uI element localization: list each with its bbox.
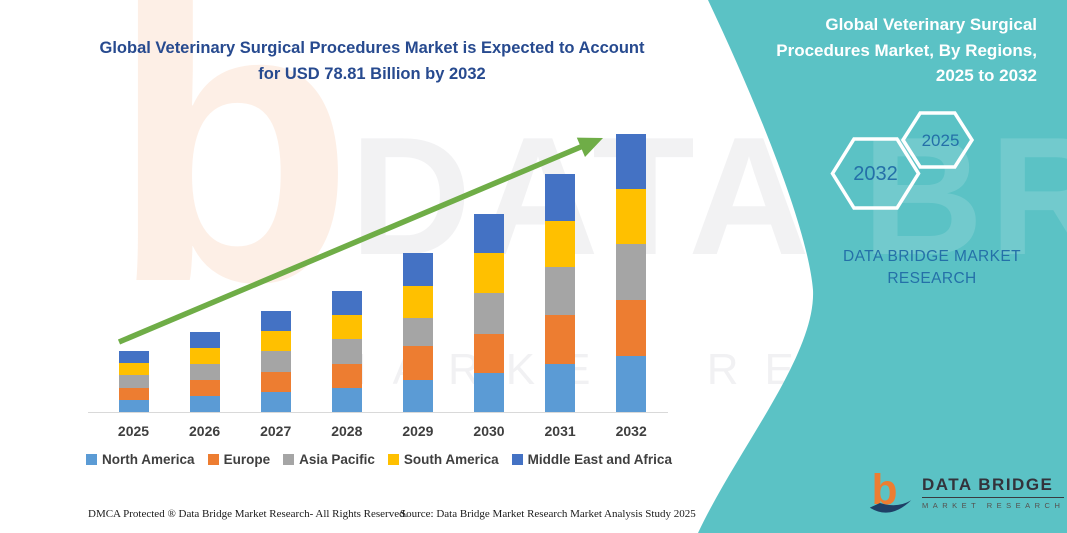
bar-segment-2027-europe (260, 371, 291, 392)
stacked-bar-2025 (118, 350, 149, 412)
legend-swatch (511, 454, 523, 465)
legend-item-europe: Europe (207, 452, 271, 467)
stacked-bar-2026 (189, 332, 220, 412)
bar-segment-2032-middle-east-and-africa (616, 134, 647, 189)
bar-segment-2030-asia-pacific (474, 293, 504, 335)
bar-segment-2029-middle-east-and-africa (402, 252, 433, 287)
x-axis-label-2030: 2030 (473, 423, 505, 439)
bar-segment-2032-asia-pacific (616, 243, 647, 300)
stacked-bar-2032 (616, 134, 647, 412)
bar-segment-2027-north-america (260, 391, 291, 412)
bar-segment-2032-south-america (616, 188, 647, 244)
legend-label: Middle East and Africa (527, 452, 672, 467)
hexagon-2025-icon (900, 111, 975, 169)
stacked-bar-2027 (260, 310, 291, 412)
legend-label: North America (102, 452, 195, 467)
logo-text: DATA BRIDGE MARKET RESEARCH (922, 475, 1065, 510)
x-axis-line (88, 412, 668, 413)
legend-label: Asia Pacific (299, 452, 375, 467)
bar-segment-2030-europe (474, 334, 504, 374)
bar-segment-2025-middle-east-and-africa (118, 350, 149, 364)
bar-segment-2027-south-america (260, 331, 291, 352)
bar-segment-2030-south-america (474, 253, 504, 294)
bar-segment-2027-middle-east-and-africa (260, 310, 291, 332)
chart-legend: North America Europe Asia Pacific South Ame… (86, 452, 672, 467)
bar-segment-2028-south-america (331, 315, 362, 340)
bar-segment-2026-europe (189, 380, 220, 397)
x-axis-label-2031: 2031 (544, 423, 576, 439)
bar-segment-2025-europe (118, 387, 149, 400)
stacked-bar-2028 (331, 290, 362, 412)
bar-segment-2029-south-america (402, 286, 433, 318)
bar-segment-2026-middle-east-and-africa (189, 332, 220, 349)
bar-segment-2026-south-america (189, 348, 220, 365)
bar-segment-2027-asia-pacific (260, 351, 291, 372)
bar-segment-2030-north-america (474, 373, 504, 412)
x-axis-label-2027: 2027 (260, 423, 292, 439)
bar-segment-2029-europe (402, 345, 433, 381)
panel-brand-text: DATA BRIDGE MARKET RESEARCH (842, 248, 1021, 288)
bar-segment-2026-north-america (189, 396, 220, 412)
bar-segment-2025-asia-pacific (118, 375, 149, 388)
bar-segment-2028-asia-pacific (331, 339, 362, 364)
bar-segment-2025-south-america (118, 363, 149, 376)
x-axis-label-2025: 2025 (117, 423, 150, 439)
hexagon-2032-label: 2032 (853, 163, 898, 185)
teal-shape-path (698, 0, 1067, 533)
bar-segment-2032-north-america (616, 355, 647, 412)
footer-source-text: Source: Data Bridge Market Research Mark… (400, 508, 696, 520)
data-bridge-logo: b DATA BRIDGE MARKET RESEARCH (868, 466, 1065, 518)
legend-swatch (387, 454, 399, 465)
bar-segment-2031-middle-east-and-africa (545, 173, 576, 222)
legend-swatch (207, 454, 219, 465)
x-axis-label-2026: 2026 (189, 423, 221, 439)
legend-label: Europe (223, 452, 271, 467)
bar-segment-2026-asia-pacific (189, 364, 220, 381)
bar-segment-2028-middle-east-and-africa (331, 290, 362, 316)
bar-segment-2031-asia-pacific (545, 267, 576, 315)
stacked-bar-2031 (545, 173, 576, 412)
legend-item-asia-pacific: Asia Pacific (283, 452, 375, 467)
year-hexagons: 2032 2025 (830, 111, 975, 210)
data-bridge-b-icon: b (869, 466, 912, 513)
bar-segment-2029-north-america (402, 380, 433, 412)
bar-segment-2031-north-america (545, 363, 576, 412)
x-axis-label-2029: 2029 (402, 423, 434, 439)
footer-dmca-text: DMCA Protected ® Data Bridge Market Rese… (88, 508, 408, 520)
logo-name: DATA BRIDGE (922, 475, 1065, 498)
legend-item-north-america: North America (86, 452, 195, 467)
x-axis-label-2028: 2028 (331, 423, 363, 439)
bar-segment-2032-europe (616, 299, 647, 356)
hexagon-2032-icon (830, 137, 921, 210)
chart-title: Global Veterinary Surgical Procedures Ma… (99, 39, 645, 83)
stacked-bar-2030 (474, 213, 504, 412)
logo-tagline: MARKET RESEARCH (922, 500, 1065, 510)
bar-segment-2031-europe (545, 314, 576, 364)
hexagon-2025-label: 2025 (922, 131, 960, 150)
bar-segment-2025-north-america (118, 399, 149, 412)
x-axis-label-2032: 2032 (615, 423, 647, 439)
bar-segment-2030-middle-east-and-africa (474, 213, 504, 254)
bar-segment-2029-asia-pacific (402, 317, 433, 346)
right-panel-title: Global Veterinary Surgical Procedures Ma… (776, 15, 1037, 85)
stacked-bar-2029 (402, 252, 433, 412)
legend-label: South America (403, 452, 499, 467)
legend-item-middle-east-and-africa: Middle East and Africa (511, 452, 672, 467)
bar-segment-2031-south-america (545, 221, 576, 268)
bar-segment-2028-europe (331, 363, 362, 388)
logo-swoosh (869, 500, 912, 513)
legend-item-south-america: South America (387, 452, 499, 467)
bar-segment-2028-north-america (331, 387, 362, 412)
legend-swatch (283, 454, 295, 465)
legend-swatch (86, 454, 98, 465)
